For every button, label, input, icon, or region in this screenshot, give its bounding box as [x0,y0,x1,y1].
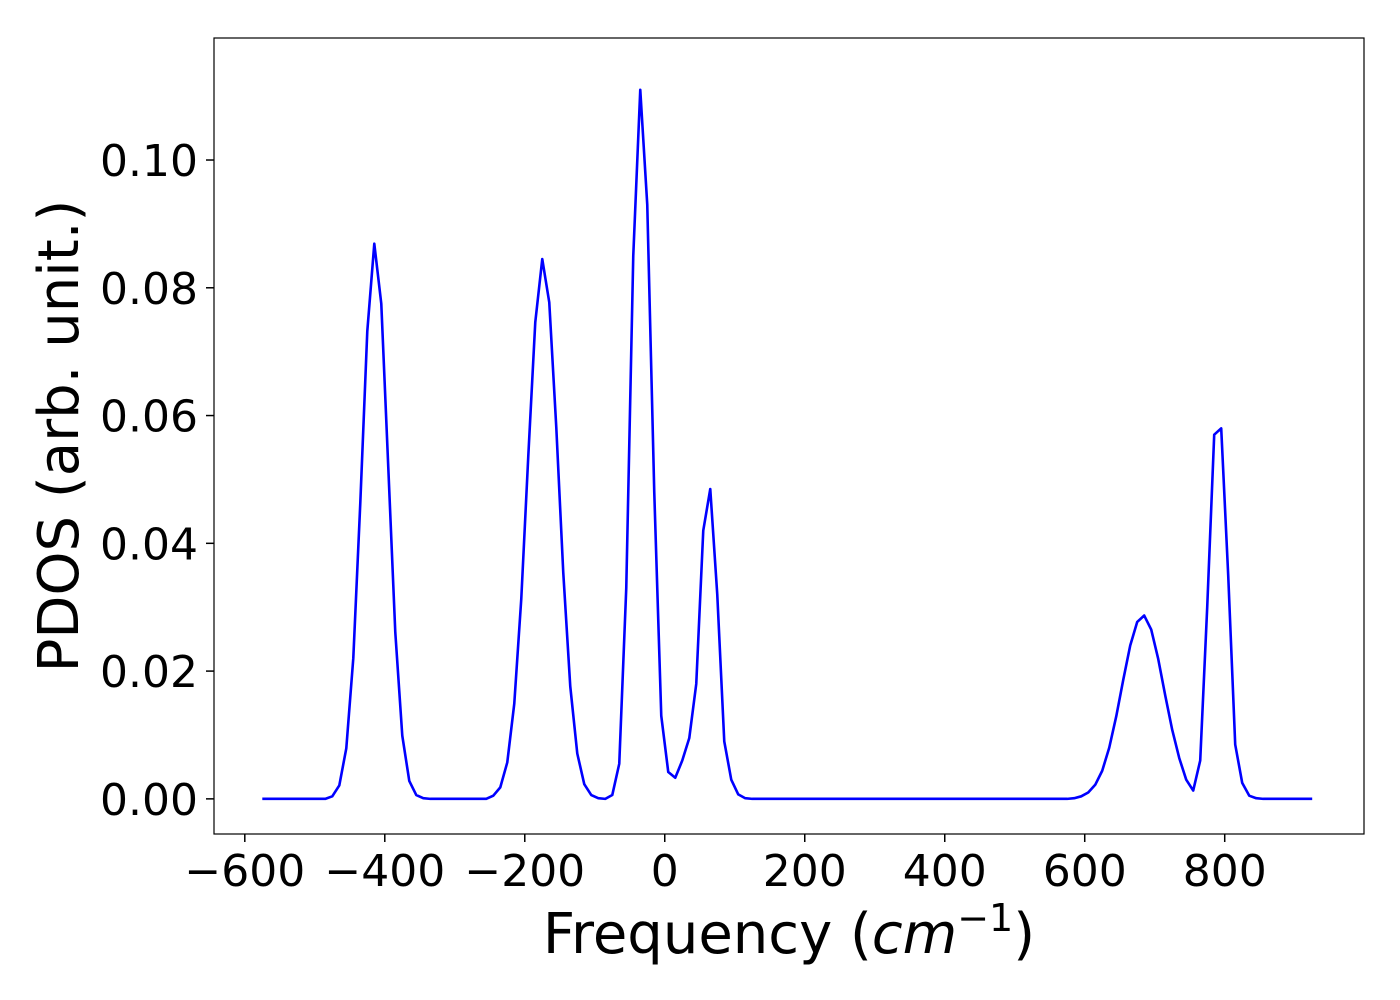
x-axis-label: Frequency (cm−1) [543,896,1035,967]
y-tick-label: 0.08 [100,264,198,315]
x-tick-label: −400 [324,846,445,897]
x-label-unit: cm [872,902,957,967]
x-label-suffix: ) [1013,902,1035,967]
x-tick-label: 600 [1043,846,1127,897]
y-axis-label: PDOS (arb. unit.) [27,200,92,673]
x-tick-label: −200 [464,846,585,897]
x-tick-label: 400 [903,846,987,897]
x-tick-label: 200 [763,846,847,897]
data-line [262,88,1313,801]
x-tick-label: −600 [184,846,305,897]
y-tick-label: 0.00 [100,775,198,826]
x-tick-label: 0 [651,846,679,897]
x-label-text: Frequency ( [543,902,872,967]
y-tick-label: 0.10 [100,136,198,187]
y-tick-label: 0.02 [100,647,198,698]
x-tick-label: 800 [1183,846,1267,897]
y-tick-label: 0.06 [100,392,198,443]
y-tick-label: 0.04 [100,519,198,570]
x-label-exponent: −1 [957,896,1013,940]
plot-frame [213,37,1365,835]
